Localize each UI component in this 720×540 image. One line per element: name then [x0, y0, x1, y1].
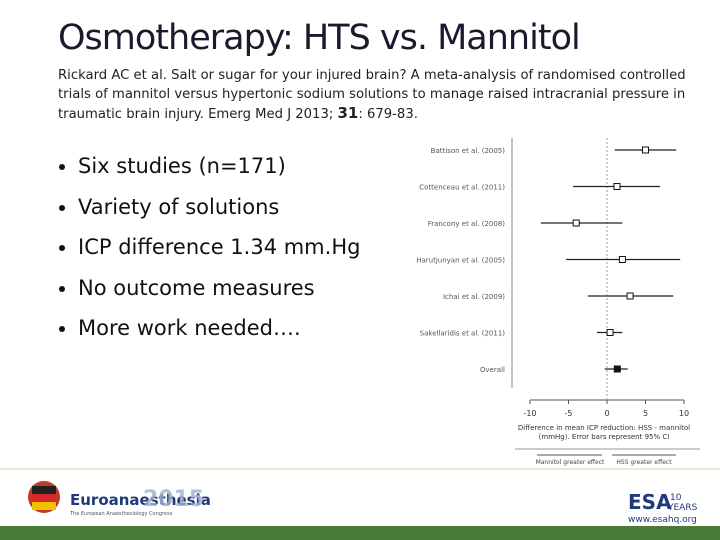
- esa-anniversary: 10: [670, 493, 682, 503]
- study-label: Overall: [480, 366, 505, 374]
- x-tick-label: 5: [643, 409, 648, 418]
- x-tick-label: -5: [565, 409, 573, 418]
- esa-url: www.esahq.org: [628, 515, 697, 525]
- slide-title: Osmotherapy: HTS vs. Mannitol: [58, 18, 581, 58]
- study-label: Francony et al. (2008): [428, 220, 506, 228]
- congress-name: Euroanaesthesia: [70, 491, 211, 509]
- congress-subtitle: The European Anaesthesiology Congress: [69, 511, 173, 517]
- x-axis-label: Difference in mean ICP reduction: HSS - …: [518, 424, 690, 432]
- x-tick-label: 0: [604, 409, 609, 418]
- x-axis-label: (mmHg). Error bars represent 95% CI: [539, 433, 670, 441]
- point-estimate: [618, 256, 626, 263]
- point-estimate: [613, 365, 621, 373]
- bullet: No outcome measures: [78, 268, 360, 309]
- citation-volume: 31: [337, 104, 359, 122]
- x-tick-label: -10: [523, 409, 536, 418]
- bullet-list: Six studies (n=171)Variety of solutionsI…: [56, 146, 360, 349]
- point-estimate: [642, 146, 649, 154]
- point-estimate: [626, 292, 634, 300]
- bullet: ICP difference 1.34 mm.Hg: [78, 227, 360, 268]
- study-label: Ichai et al. (2009): [443, 293, 505, 301]
- direction-right: HSS greater effect: [616, 459, 672, 466]
- citation-pages: : 679-83.: [358, 107, 418, 122]
- logo-flag: [32, 502, 56, 510]
- bullet: Variety of solutions: [78, 187, 360, 228]
- congress-year: 2015: [143, 487, 204, 512]
- study-label: Harutjunyan et al. (2005): [416, 257, 505, 265]
- x-tick-label: 10: [679, 409, 689, 418]
- citation: Rickard AC et al. Salt or sugar for your…: [58, 66, 688, 124]
- footer-band: [0, 526, 720, 540]
- study-label: Battison et al. (2005): [431, 147, 506, 155]
- point-estimate: [613, 183, 621, 190]
- citation-text: Rickard AC et al. Salt or sugar for your…: [58, 68, 686, 122]
- point-estimate: [572, 219, 580, 227]
- bullet: Six studies (n=171): [78, 146, 360, 187]
- esa-years: YEARS: [667, 503, 698, 513]
- study-label: Cottenceau et al. (2011): [419, 184, 505, 192]
- bullet: More work needed….: [78, 308, 360, 349]
- logo-flag: [32, 494, 56, 502]
- study-label: Sakellaridis et al. (2011): [420, 330, 506, 338]
- esa-logo: ESA: [628, 490, 672, 514]
- direction-left: Mannitol greater effect: [536, 459, 605, 466]
- logo-flag: [32, 486, 56, 494]
- point-estimate: [606, 329, 614, 336]
